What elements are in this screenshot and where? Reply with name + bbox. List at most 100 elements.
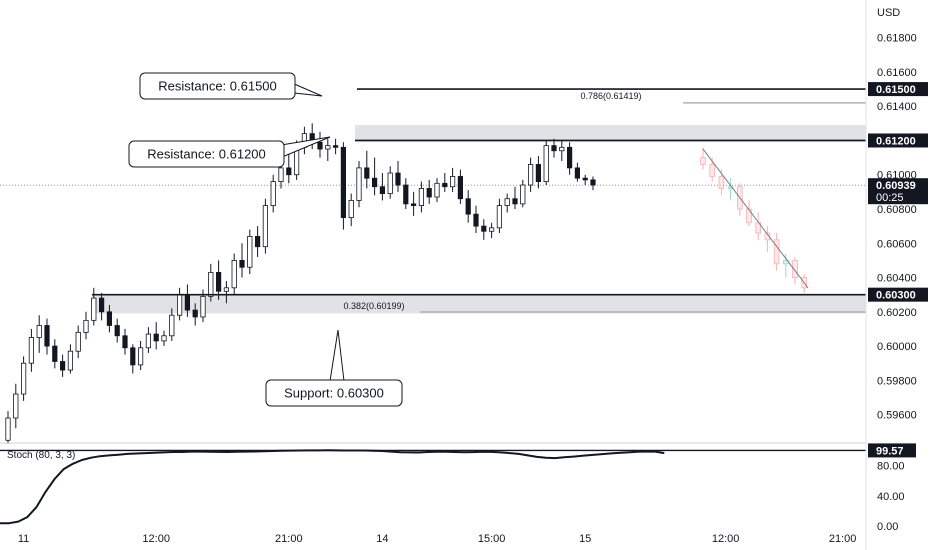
projection-body (709, 164, 715, 177)
price-tick-label: 0.61400 (877, 101, 917, 113)
candle (106, 304, 112, 333)
candle-body (28, 337, 35, 364)
candle (410, 191, 417, 216)
candle-body (153, 333, 159, 342)
candle (91, 287, 97, 326)
candle (254, 226, 261, 257)
candle (488, 222, 495, 239)
callout-text: Resistance: 0.61200 (147, 147, 266, 162)
price-badge: 0.61200 (868, 133, 928, 148)
candle-body (200, 295, 206, 318)
candle (83, 311, 89, 340)
candle-body (254, 236, 261, 248)
candle-body (465, 198, 471, 215)
callout-box (128, 140, 285, 168)
candle (325, 138, 331, 162)
currency-label: USD (877, 7, 900, 19)
stoch-label[interactable]: Stoch (80, 3, 3) (7, 450, 75, 461)
candle (130, 344, 136, 374)
candle-body (91, 297, 97, 321)
candle-body (215, 271, 222, 292)
candle-body (278, 167, 284, 182)
time-tick-label: 21:00 (275, 533, 303, 545)
candle-body (137, 347, 144, 366)
candle (449, 167, 456, 192)
candle (434, 178, 440, 203)
price-badge-label: 0.61200 (876, 135, 916, 147)
candle (504, 193, 510, 213)
stoch-badge-label: 99.57 (876, 445, 904, 457)
candle-body (130, 347, 136, 366)
projection-body (773, 239, 780, 265)
candle (442, 173, 448, 192)
candle-body (317, 141, 323, 150)
candle (559, 140, 565, 162)
candle (481, 219, 487, 240)
candle (44, 318, 50, 355)
time-tick-label: 12:00 (142, 533, 170, 545)
stoch-tick-label: 80.00 (877, 460, 905, 472)
candle-body (20, 362, 27, 395)
candle-body (83, 319, 89, 333)
time-tick-label: 15 (579, 533, 591, 545)
projection-body (727, 186, 734, 189)
candle-body (99, 297, 105, 313)
candle (418, 181, 425, 213)
zone-0 (355, 125, 866, 143)
candle (52, 339, 58, 369)
projection-body (718, 176, 725, 189)
candle-body (208, 271, 214, 297)
candle (286, 150, 292, 184)
candle (379, 173, 386, 201)
candle-body (590, 179, 596, 186)
time-tick-label: 14 (376, 533, 388, 545)
candle (192, 303, 198, 326)
candle-body (528, 164, 534, 186)
candle (457, 169, 464, 204)
price-tick-label: 0.60000 (877, 341, 917, 353)
candle-body (247, 236, 253, 268)
candle-body (543, 145, 549, 182)
candle (371, 157, 378, 196)
candle (426, 179, 432, 204)
callout-support-60300[interactable]: Support: 0.60300 (265, 329, 403, 407)
callout-resistance-61200[interactable]: Resistance: 0.61200 (128, 136, 331, 168)
candle (28, 328, 35, 372)
candle-body (13, 393, 19, 419)
candle-body (192, 309, 198, 318)
candle-body (231, 260, 237, 289)
candle (473, 205, 479, 233)
candle-body (356, 167, 362, 201)
price-badge-bg (868, 82, 928, 97)
stoch-tick-label: 0.00 (877, 521, 898, 533)
candle-body (512, 198, 518, 205)
candle (176, 287, 183, 321)
projection-body (764, 232, 771, 241)
candle-body (52, 345, 58, 362)
candle (387, 166, 393, 199)
candle-body (270, 181, 276, 206)
callout-box (265, 379, 403, 407)
candle (465, 190, 471, 223)
candle-body (176, 294, 183, 316)
price-tick-label: 0.59600 (877, 410, 917, 422)
candle-body (449, 176, 456, 188)
projection-body (700, 157, 706, 165)
projection-body (792, 260, 798, 278)
candle (36, 315, 42, 353)
callout-resistance-61500[interactable]: Resistance: 0.61500 (139, 72, 323, 100)
price-pane: 0.786(0.61419) 0.382(0.60199) (0, 88, 866, 444)
candle-body (582, 177, 588, 181)
candle (239, 243, 245, 278)
price-tick-label: 0.61600 (877, 67, 917, 79)
candle-body (418, 188, 425, 206)
price-badge-label: 0.60300 (876, 290, 916, 302)
candle-body (325, 145, 331, 150)
price-badge-label: 0.61500 (876, 84, 916, 96)
candle (231, 253, 237, 295)
candle (161, 330, 167, 347)
price-tick-label: 0.60400 (877, 273, 917, 285)
candle-body (457, 176, 464, 200)
candle (67, 344, 73, 374)
